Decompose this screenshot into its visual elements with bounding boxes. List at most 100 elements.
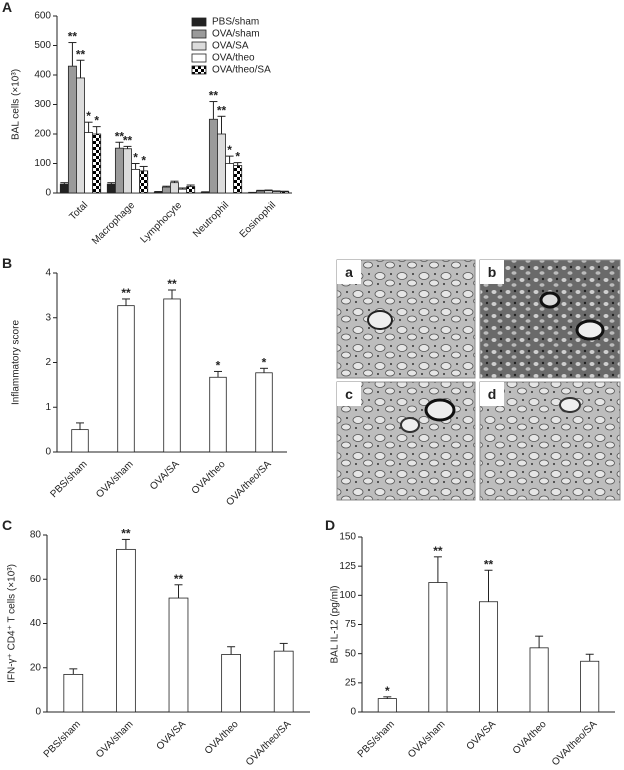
- legend-swatch: [191, 29, 207, 39]
- panel-label: D: [325, 517, 335, 533]
- bar: [163, 298, 181, 453]
- significance-label: *: [262, 355, 267, 369]
- bar: [255, 372, 273, 453]
- bar: [106, 183, 116, 194]
- x-tick-label: PBS/sham: [42, 719, 83, 760]
- significance-label: **: [123, 133, 133, 147]
- y-tick-label: 125: [339, 561, 356, 572]
- y-tick-label: 100: [34, 158, 51, 169]
- bar: [71, 429, 89, 453]
- x-tick-label: OVA/sham: [94, 459, 135, 500]
- x-tick-label: OVA/SA: [465, 719, 499, 753]
- significance-label: **: [121, 526, 131, 540]
- airway: [424, 398, 456, 422]
- image-label: d: [488, 386, 497, 402]
- bar: [580, 660, 600, 713]
- y-tick-label: 600: [34, 11, 51, 22]
- significance-label: **: [209, 89, 219, 103]
- y-tick-label: 2: [45, 357, 51, 368]
- y-tick-label: 0: [350, 707, 356, 718]
- significance-label: **: [167, 277, 177, 291]
- bar: [153, 191, 163, 194]
- bar: [67, 65, 77, 194]
- x-tick-label: OVA/theo: [190, 459, 228, 497]
- significance-label: **: [115, 129, 125, 143]
- y-axis-label: IFN-γ⁺ CD4⁺ T cells (×10³): [7, 564, 18, 683]
- x-tick-label: OVA/sham: [406, 719, 447, 760]
- x-tick-label: PBS/sham: [356, 719, 397, 760]
- airway: [539, 291, 561, 309]
- legend-swatch: [191, 17, 207, 27]
- bar: [84, 132, 94, 194]
- bar: [161, 186, 171, 194]
- panel-label: B: [2, 255, 12, 271]
- y-tick-label: 3: [45, 312, 51, 323]
- legend-label: OVA/theo/SA: [212, 65, 271, 76]
- bar: [209, 376, 227, 453]
- bar: [186, 186, 196, 194]
- legend-label: OVA/sham: [212, 29, 260, 40]
- legend-swatch: [191, 41, 207, 51]
- airway: [575, 319, 605, 341]
- label-box: [337, 382, 361, 406]
- panel-label: C: [2, 517, 12, 533]
- x-tick-label: Eosinophil: [238, 200, 278, 240]
- significance-label: *: [86, 109, 91, 123]
- bar: [168, 597, 189, 713]
- x-tick-label: Lymphocyte: [139, 200, 185, 246]
- significance-label: *: [235, 150, 240, 164]
- y-axis-label: BAL cells (×10³): [11, 69, 22, 140]
- label-box: [480, 260, 504, 284]
- bar: [428, 582, 448, 713]
- image-label: a: [345, 264, 353, 280]
- y-tick-label: 1: [45, 402, 51, 413]
- y-tick-label: 300: [34, 99, 51, 110]
- bar: [377, 698, 397, 713]
- significance-label: *: [227, 143, 232, 157]
- bar: [221, 654, 241, 713]
- significance-label: *: [216, 358, 221, 372]
- x-tick-label: Total: [67, 200, 90, 223]
- image-label: b: [488, 264, 497, 280]
- legend-swatch: [191, 65, 207, 75]
- bar: [264, 190, 273, 194]
- significance-label: **: [484, 557, 494, 571]
- y-tick-label: 0: [45, 188, 51, 199]
- label-box: [337, 260, 361, 284]
- bar: [170, 182, 179, 194]
- y-tick-label: 200: [34, 129, 51, 140]
- y-axis-label: Inflammatory score: [11, 320, 22, 405]
- bar: [478, 601, 499, 713]
- y-tick-label: 150: [339, 532, 356, 543]
- x-tick-label: OVA/theo/SA: [224, 459, 274, 509]
- bar: [139, 170, 149, 194]
- x-tick-label: PBS/sham: [48, 459, 89, 500]
- bar: [178, 188, 188, 194]
- x-tick-label: Neutrophil: [191, 200, 231, 240]
- y-tick-label: 400: [34, 70, 51, 81]
- legend-label: OVA/theo: [212, 53, 255, 64]
- bar: [117, 305, 135, 453]
- y-tick-label: 25: [345, 677, 357, 688]
- bar: [233, 165, 243, 194]
- label-box: [480, 382, 504, 406]
- y-tick-label: 40: [30, 618, 42, 629]
- bar: [76, 77, 85, 194]
- legend-label: OVA/SA: [212, 41, 249, 52]
- bar: [114, 147, 124, 194]
- y-tick-label: 4: [45, 268, 51, 279]
- significance-label: **: [174, 572, 184, 586]
- bar: [208, 118, 218, 194]
- y-tick-label: 50: [345, 648, 357, 659]
- significance-label: *: [94, 114, 99, 128]
- airway: [559, 397, 581, 413]
- y-axis-label: BAL IL-12 (pg/ml): [330, 586, 341, 664]
- significance-label: **: [121, 286, 131, 300]
- bar: [280, 191, 290, 194]
- x-tick-label: OVA/theo/SA: [550, 719, 600, 769]
- y-tick-label: 20: [30, 662, 42, 673]
- x-tick-label: OVA/theo: [511, 719, 549, 757]
- x-tick-label: OVA/sham: [94, 719, 135, 760]
- y-tick-label: 75: [345, 619, 357, 630]
